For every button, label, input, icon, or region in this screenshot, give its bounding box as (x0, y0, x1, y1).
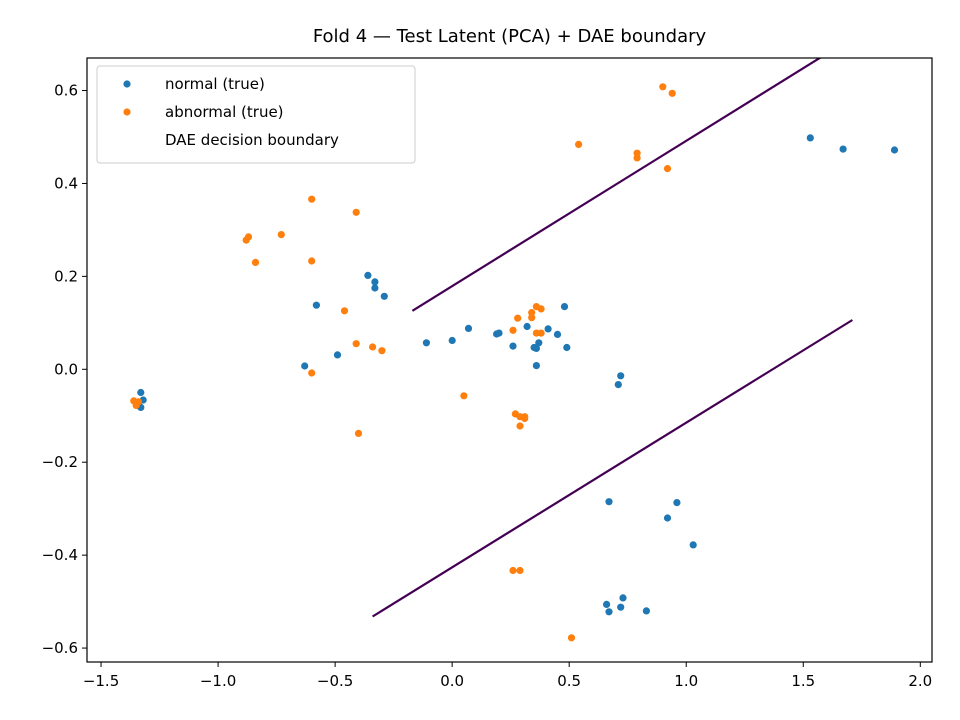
chart-title: Fold 4 — Test Latent (PCA) + DAE boundar… (313, 26, 707, 47)
abnormal-point (516, 566, 524, 575)
abnormal-point (308, 257, 316, 265)
abnormal-point (352, 340, 360, 348)
normal-point (806, 134, 814, 142)
normal-point (371, 278, 379, 286)
normal-point (364, 271, 372, 279)
abnormal-point (633, 149, 641, 157)
normal-point (617, 603, 625, 611)
normal-point (509, 342, 517, 350)
y-tick-label: 0.2 (54, 267, 78, 285)
legend-label: abnormal (true) (165, 103, 284, 121)
abnormal-point (537, 305, 545, 313)
normal-point (137, 388, 145, 397)
normal-point (523, 322, 531, 331)
axis-ticks: −1.5 −1.0 −0.5 0.0 0.5 1.0 1.5 2.0 −0.6 −0.4 −0.2 0… (42, 82, 933, 690)
abnormal-point (528, 314, 536, 322)
abnormal-point (244, 233, 253, 241)
normal-point (890, 146, 899, 154)
abnormal-point (659, 83, 667, 91)
normal-point (312, 301, 320, 309)
y-tick-label: −0.6 (42, 639, 78, 657)
normal-point (605, 608, 613, 616)
plot-marks (130, 58, 899, 642)
legend-label: normal (true) (165, 75, 265, 93)
abnormal-point (132, 401, 140, 410)
abnormal-point (663, 165, 672, 173)
legend-marker (123, 80, 131, 88)
y-tick-label: 0.6 (54, 82, 78, 100)
normal-point (301, 362, 309, 370)
abnormal-point (528, 309, 536, 317)
abnormal-point (537, 329, 545, 337)
abnormal-point (277, 231, 285, 239)
abnormal-point (509, 566, 517, 575)
abnormal-point (308, 195, 316, 203)
normal-point (448, 336, 456, 345)
x-tick-label: −1.0 (200, 672, 236, 690)
boundary-line-1 (411, 58, 822, 312)
abnormal-point (516, 422, 524, 430)
abnormal-point (521, 414, 529, 423)
abnormal-point (460, 392, 468, 400)
abnormal-point (251, 258, 260, 266)
abnormal-point (668, 89, 676, 97)
normal-point (380, 292, 388, 300)
x-tick-label: 0.0 (440, 672, 464, 690)
abnormal-point (354, 429, 363, 437)
normal-point (544, 325, 552, 333)
y-tick-label: 0.4 (54, 174, 78, 192)
abnormal-point (352, 208, 360, 216)
normal-point (689, 541, 697, 549)
x-tick-label: 1.0 (674, 672, 698, 690)
abnormal-point (308, 369, 316, 377)
normal-point (464, 324, 473, 332)
normal-point (535, 339, 543, 347)
abnormal-point (369, 343, 377, 351)
y-tick-label: −0.4 (42, 546, 78, 564)
normal-point (532, 362, 541, 370)
x-tick-label: −1.5 (83, 672, 119, 690)
normal-point (422, 339, 430, 347)
normal-point (603, 600, 611, 609)
normal-point (560, 303, 569, 311)
x-tick-label: −0.5 (317, 672, 353, 690)
abnormal-point (509, 326, 517, 334)
x-tick-label: 1.5 (791, 672, 815, 690)
abnormal-point (340, 307, 349, 315)
normal-point (614, 381, 622, 389)
normal-point (563, 343, 571, 352)
normal-point (371, 284, 379, 292)
normal-point (673, 499, 681, 507)
normal-point (642, 607, 651, 615)
abnormal-point (575, 140, 583, 148)
boundary-line-2 (372, 319, 853, 618)
y-tick-label: −0.2 (42, 453, 78, 471)
normal-point (333, 351, 342, 359)
x-tick-label: 2.0 (908, 672, 932, 690)
normal-point (495, 329, 503, 337)
plot-frame (86, 57, 933, 663)
y-tick-label: 0.0 (54, 360, 78, 378)
legend-box (96, 65, 416, 164)
normal-point (553, 330, 562, 338)
normal-point (532, 344, 541, 352)
legend: normal (true) abnormal (true) DAE decision… (96, 65, 416, 164)
abnormal-point (378, 347, 386, 355)
abnormal-point (514, 314, 522, 322)
x-tick-label: 0.5 (557, 672, 581, 690)
normal-point (619, 594, 627, 602)
normal-point (605, 498, 613, 506)
normal-point (617, 372, 625, 380)
legend-marker (123, 108, 131, 116)
legend-label: DAE decision boundary (165, 131, 339, 149)
abnormal-point (567, 634, 576, 642)
normal-point (839, 145, 847, 153)
normal-point (663, 514, 672, 522)
